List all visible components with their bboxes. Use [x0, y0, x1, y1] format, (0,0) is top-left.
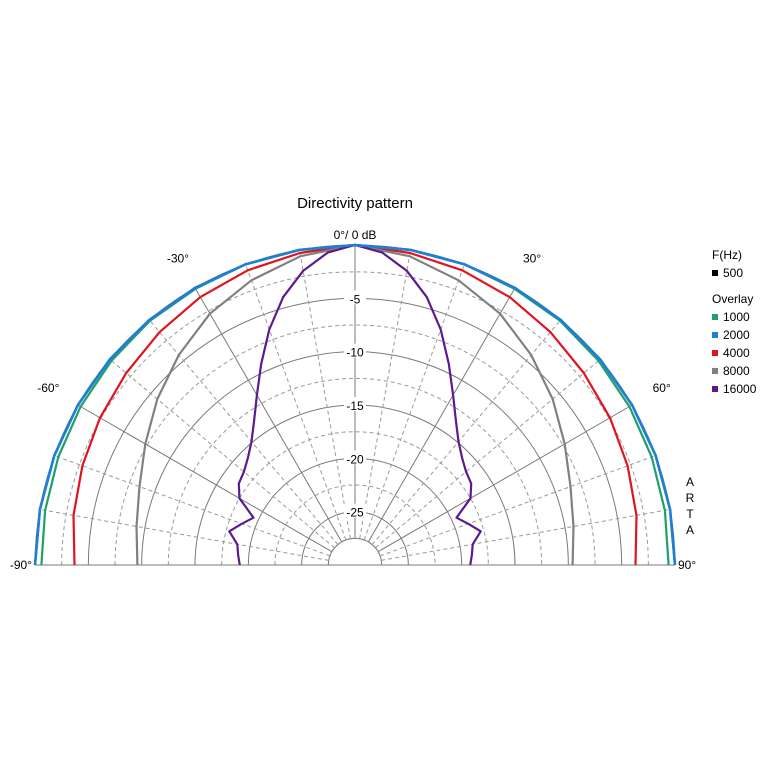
legend-overlay-title: Overlay: [712, 292, 754, 306]
legend-swatch: [712, 350, 718, 356]
legend-swatch: [712, 270, 718, 276]
grid-spoke-minor: [298, 249, 351, 539]
grid-spoke-minor: [148, 319, 339, 545]
legend-item-16000: 16000: [712, 380, 756, 398]
radial-tick-label: -5: [350, 292, 361, 306]
angle-label: 90°: [678, 558, 696, 572]
grid-spoke-minor: [39, 508, 329, 561]
legend-swatch: [712, 386, 718, 392]
angle-label: -90°: [10, 558, 32, 572]
legend-item-8000: 8000: [712, 362, 756, 380]
angle-label: 30°: [523, 251, 541, 265]
angle-label-0: 0°/ 0 dB: [334, 228, 377, 242]
chart-title: Directivity pattern: [297, 195, 413, 212]
legend-item-2000: 2000: [712, 326, 756, 344]
angle-label: -60°: [37, 381, 59, 395]
radial-tick-label: -15: [346, 399, 364, 413]
grid-spoke: [367, 287, 516, 543]
grid-ring-minor: [221, 431, 489, 566]
radial-tick-label: -25: [346, 506, 364, 520]
grid-ring-minor: [274, 484, 436, 566]
polar-grid: [34, 244, 676, 566]
legend-swatch: [712, 368, 718, 374]
grid-spoke: [377, 404, 633, 553]
angle-label: -30°: [167, 251, 189, 265]
grid-spoke-minor: [381, 508, 671, 561]
arta-watermark: A R T A: [685, 475, 695, 537]
legend: F(Hz) 500 Overlay 1000 2000 4000 8000 16…: [712, 246, 756, 398]
grid-spoke: [194, 287, 343, 543]
legend-title: F(Hz): [712, 248, 742, 262]
legend-swatch: [712, 332, 718, 338]
legend-item-4000: 4000: [712, 344, 756, 362]
grid-spoke-minor: [359, 249, 412, 539]
grid-spoke-minor: [371, 319, 562, 545]
legend-item-500: 500: [712, 264, 756, 282]
series-line-2000: [33, 243, 677, 566]
grid-spoke: [77, 404, 333, 553]
legend-swatch: [712, 314, 718, 320]
axis-labels: -5 -10 -15 -20 -25 0°/ 0 dB -90° -60° -30° 30° 60°…: [10, 228, 697, 572]
legend-item-1000: 1000: [712, 308, 756, 326]
radial-tick-label: -20: [346, 452, 364, 466]
data-series-curves: [33, 243, 677, 566]
angle-label: 60°: [653, 381, 671, 395]
radial-tick-label: -10: [346, 346, 364, 360]
